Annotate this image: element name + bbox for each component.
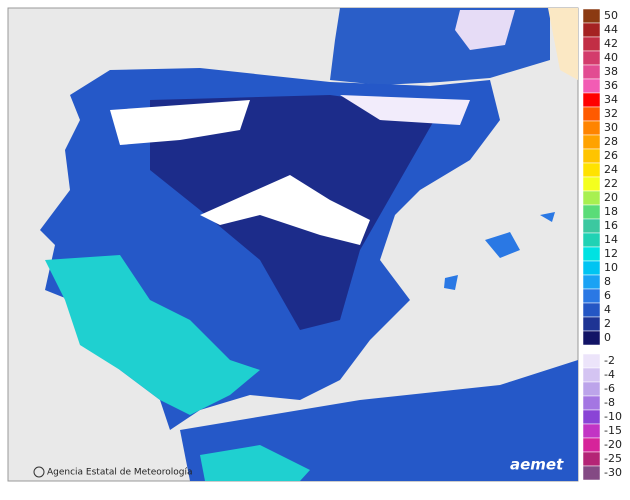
legend-label: 40 (604, 51, 618, 64)
legend-label: 4 (604, 303, 611, 316)
legend-label: 22 (604, 177, 618, 190)
legend-label: 44 (604, 23, 618, 36)
legend-swatch (582, 78, 601, 94)
legend-swatch (582, 64, 601, 80)
legend-label: -2 (604, 354, 615, 367)
legend-swatch (582, 120, 601, 136)
legend-swatch (582, 134, 601, 150)
legend-label: -8 (604, 396, 615, 409)
legend-swatch (582, 451, 601, 467)
legend-swatch (582, 106, 601, 122)
legend-swatch (582, 274, 601, 290)
legend-label: -15 (604, 424, 622, 437)
legend-label: 38 (604, 65, 618, 78)
legend-swatch (582, 260, 601, 276)
legend-label: 50 (604, 9, 618, 22)
warm-africa (200, 445, 310, 481)
legend-swatch (582, 162, 601, 178)
legend-label: -10 (604, 410, 622, 423)
legend-swatch (582, 92, 601, 108)
legend-label: 0 (604, 331, 611, 344)
legend-label: 24 (604, 163, 618, 176)
legend-swatch (582, 409, 601, 425)
legend-swatch (582, 330, 601, 346)
sea-south (180, 360, 578, 481)
legend-label: 30 (604, 121, 618, 134)
legend-swatch (582, 367, 601, 383)
snow-north (110, 100, 250, 145)
legend-swatch (582, 381, 601, 397)
legend-label: 42 (604, 37, 618, 50)
legend-label: 10 (604, 261, 618, 274)
legend-label: 16 (604, 219, 618, 232)
legend-swatch (582, 36, 601, 52)
legend-swatch (582, 353, 601, 369)
legend: 5044424038363432302826242220181614121086… (582, 8, 622, 481)
legend-swatch (582, 232, 601, 248)
legend-label: 8 (604, 275, 611, 288)
legend-label: -4 (604, 368, 615, 381)
legend-swatch (582, 190, 601, 206)
legend-swatch (582, 316, 601, 332)
legend-label: 28 (604, 135, 618, 148)
snow-pyrenees (340, 95, 470, 125)
legend-swatch (582, 423, 601, 439)
balearic-islands (444, 212, 555, 290)
legend-swatch (582, 204, 601, 220)
legend-label: -30 (604, 466, 622, 479)
legend-swatch (582, 218, 601, 234)
logo: aemet (510, 456, 564, 474)
legend-label: -6 (604, 382, 615, 395)
cold-pyrenees (455, 10, 515, 50)
legend-label: 26 (604, 149, 618, 162)
legend-label: 34 (604, 93, 618, 106)
legend-swatch (582, 22, 601, 38)
snow-central (200, 175, 370, 245)
france-area (548, 8, 578, 80)
legend-swatch (582, 302, 601, 318)
legend-label: 18 (604, 205, 618, 218)
warm-southwest (45, 255, 260, 415)
legend-swatch (582, 50, 601, 66)
legend-swatch (582, 465, 601, 481)
legend-swatch (582, 8, 601, 24)
legend-label: 36 (604, 79, 618, 92)
legend-label: -20 (604, 438, 622, 451)
legend-label: 6 (604, 289, 611, 302)
legend-label: 14 (604, 233, 618, 246)
legend-swatch (582, 148, 601, 164)
legend-label: 20 (604, 191, 618, 204)
attribution: Agencia Estatal de Meteorología (47, 468, 193, 478)
legend-swatch (582, 288, 601, 304)
legend-swatch (582, 437, 601, 453)
legend-swatch (582, 246, 601, 262)
legend-label: 2 (604, 317, 611, 330)
legend-label: 12 (604, 247, 618, 260)
legend-label: 32 (604, 107, 618, 120)
legend-swatch (582, 176, 601, 192)
attribution-icon (33, 466, 45, 478)
legend-swatch (582, 395, 601, 411)
legend-label: -25 (604, 452, 622, 465)
